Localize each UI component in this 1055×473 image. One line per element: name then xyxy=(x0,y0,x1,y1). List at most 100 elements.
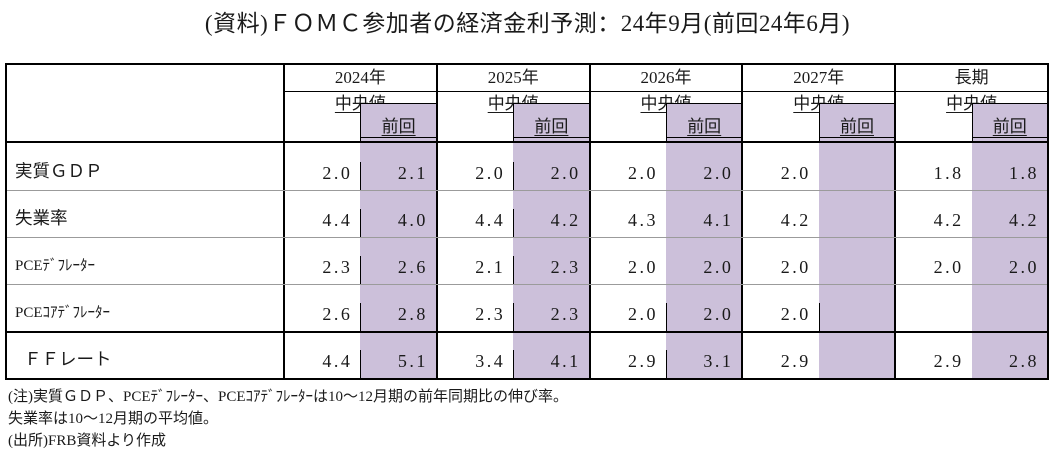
median-value: 2.9 xyxy=(933,351,964,371)
page-title: (資料)ＦＯＭＣ参加者の経済金利予測：24年9月(前回24年6月) xyxy=(204,11,851,36)
median-value: 1.8 xyxy=(933,163,964,183)
previous-value: 5.1 xyxy=(360,333,436,378)
year-pair-0: 2.6 2.8 xyxy=(285,285,438,331)
year-header-4: 長期 xyxy=(896,65,1047,92)
year-pair-1: 2.0 2.0 xyxy=(438,143,591,190)
year-pair-4: 1.8 1.8 xyxy=(896,143,1047,190)
year-pair-0: 4.4 4.0 xyxy=(285,191,438,237)
previous-label: 前回 xyxy=(992,117,1027,136)
year-pair-3: 2.0 xyxy=(743,143,897,190)
year-pair-1: 3.4 4.1 xyxy=(438,333,591,378)
year-header-row: 2024年 2025年 2026年 2027年 長期 xyxy=(7,65,1047,92)
year-pair-2: 2.0 2.0 xyxy=(591,238,744,284)
median-value: 2.0 xyxy=(780,257,811,277)
median-value: 2.0 xyxy=(628,163,658,183)
previous-highlight: 前回 xyxy=(818,103,895,141)
median-value: 2.0 xyxy=(628,304,658,324)
year-header-0: 2024年 xyxy=(285,65,438,92)
previous-label: 前回 xyxy=(839,117,874,136)
previous-value: 2.3 xyxy=(513,238,589,284)
median-value: 4.2 xyxy=(780,210,811,230)
median-value: 4.4 xyxy=(322,351,353,371)
year-pair-3: 2.0 xyxy=(743,238,897,284)
year-pair-1: 2.1 2.3 xyxy=(438,238,591,284)
median-value: 4.2 xyxy=(933,210,964,230)
row-label-header-spacer xyxy=(7,65,285,92)
year-pair-4: 2.9 2.8 xyxy=(896,333,1047,378)
previous-header-cell-3: 前回 xyxy=(743,103,897,141)
year-header-2: 2026年 xyxy=(590,65,744,92)
table-body: 実質ＧＤＰ 2.0 2.1 2.0 2.0 2.0 2.0 2.0 1.8 1.8 失業率 4.4 4.… xyxy=(7,143,1047,378)
median-value xyxy=(896,285,971,331)
year-pair-2: 4.3 4.1 xyxy=(591,191,744,237)
previous-value: 1.8 xyxy=(971,143,1047,190)
previous-header-cell-1: 前回 xyxy=(438,103,591,141)
median-value: 2.0 xyxy=(933,257,964,277)
year-header-3: 2027年 xyxy=(743,65,897,92)
previous-header-cell-0: 前回 xyxy=(285,103,438,141)
year-pair-3: 4.2 xyxy=(743,191,897,237)
previous-value: 4.1 xyxy=(513,333,589,378)
row-label: 実質ＧＤＰ xyxy=(7,143,285,190)
table-row-0: 実質ＧＤＰ 2.0 2.1 2.0 2.0 2.0 2.0 2.0 1.8 1.8 xyxy=(7,143,1047,190)
previous-value xyxy=(818,191,895,237)
previous-value: 2.0 xyxy=(666,285,742,331)
previous-value xyxy=(818,238,895,284)
year-pair-1: 4.4 4.2 xyxy=(438,191,591,237)
year-pair-0: 2.3 2.6 xyxy=(285,238,438,284)
previous-header-row: 前回 前回 前回 前回 前回 xyxy=(7,103,1047,143)
previous-label: 前回 xyxy=(687,117,722,136)
previous-value: 4.2 xyxy=(971,191,1047,237)
year-header-1: 2025年 xyxy=(437,65,591,92)
previous-value: 2.0 xyxy=(513,143,589,190)
year-pair-4 xyxy=(896,285,1047,331)
median-value: 2.1 xyxy=(475,257,506,277)
year-pair-2: 2.9 3.1 xyxy=(591,333,744,378)
median-value: 2.6 xyxy=(322,304,353,324)
previous-value: 2.0 xyxy=(971,238,1047,284)
previous-value: 2.0 xyxy=(666,143,742,190)
row-label: PCEﾃﾞﾌﾚｰﾀｰ xyxy=(7,238,285,284)
year-pair-4: 4.2 4.2 xyxy=(896,191,1047,237)
previous-value xyxy=(818,285,895,331)
previous-highlight: 前回 xyxy=(360,103,436,141)
median-value: 4.4 xyxy=(322,210,353,230)
previous-value: 3.1 xyxy=(666,333,742,378)
year-pair-0: 4.4 5.1 xyxy=(285,333,438,378)
previous-value xyxy=(818,143,895,190)
note-line: (注)実質ＧＤＰ、PCEﾃﾞﾌﾚｰﾀｰ、PCEｺｱﾃﾞﾌﾚｰﾀｰは10～12月期… xyxy=(8,389,569,405)
previous-value: 2.1 xyxy=(360,143,436,190)
year-pair-3: 2.0 xyxy=(743,285,897,331)
row-label-header-spacer xyxy=(7,92,285,116)
year-pair-4: 2.0 2.0 xyxy=(896,238,1047,284)
median-value: 2.0 xyxy=(322,163,353,183)
previous-value: 2.0 xyxy=(666,238,742,284)
median-value: 2.3 xyxy=(475,304,506,324)
median-value: 2.0 xyxy=(780,163,811,183)
previous-value xyxy=(971,285,1047,331)
median-value: 2.9 xyxy=(628,351,658,371)
row-label-header-spacer xyxy=(7,116,285,141)
median-value: 2.3 xyxy=(322,257,353,277)
previous-label: 前回 xyxy=(381,117,416,136)
previous-highlight: 前回 xyxy=(666,103,742,141)
table-row-3: PCEｺｱﾃﾞﾌﾚｰﾀｰ 2.6 2.8 2.3 2.3 2.0 2.0 2.0 xyxy=(7,284,1047,331)
row-label: 失業率 xyxy=(7,191,285,237)
previous-value: 4.1 xyxy=(666,191,742,237)
row-label: PCEｺｱﾃﾞﾌﾚｰﾀｰ xyxy=(7,285,285,331)
median-value: 2.9 xyxy=(780,351,811,371)
previous-value: 2.3 xyxy=(513,285,589,331)
previous-value: 4.2 xyxy=(513,191,589,237)
median-value: 4.4 xyxy=(475,210,506,230)
row-label: ＦＦレート xyxy=(7,333,285,378)
year-pair-2: 2.0 2.0 xyxy=(591,143,744,190)
year-pair-3: 2.9 xyxy=(743,333,897,378)
previous-value: 2.8 xyxy=(360,285,436,331)
median-value: 3.4 xyxy=(475,351,506,371)
previous-value xyxy=(818,333,895,378)
median-value: 2.0 xyxy=(475,163,506,183)
previous-highlight: 前回 xyxy=(971,103,1047,141)
year-pair-1: 2.3 2.3 xyxy=(438,285,591,331)
footnotes: (注)実質ＧＤＰ、PCEﾃﾞﾌﾚｰﾀｰ、PCEｺｱﾃﾞﾌﾚｰﾀｰは10～12月期… xyxy=(8,386,1055,452)
